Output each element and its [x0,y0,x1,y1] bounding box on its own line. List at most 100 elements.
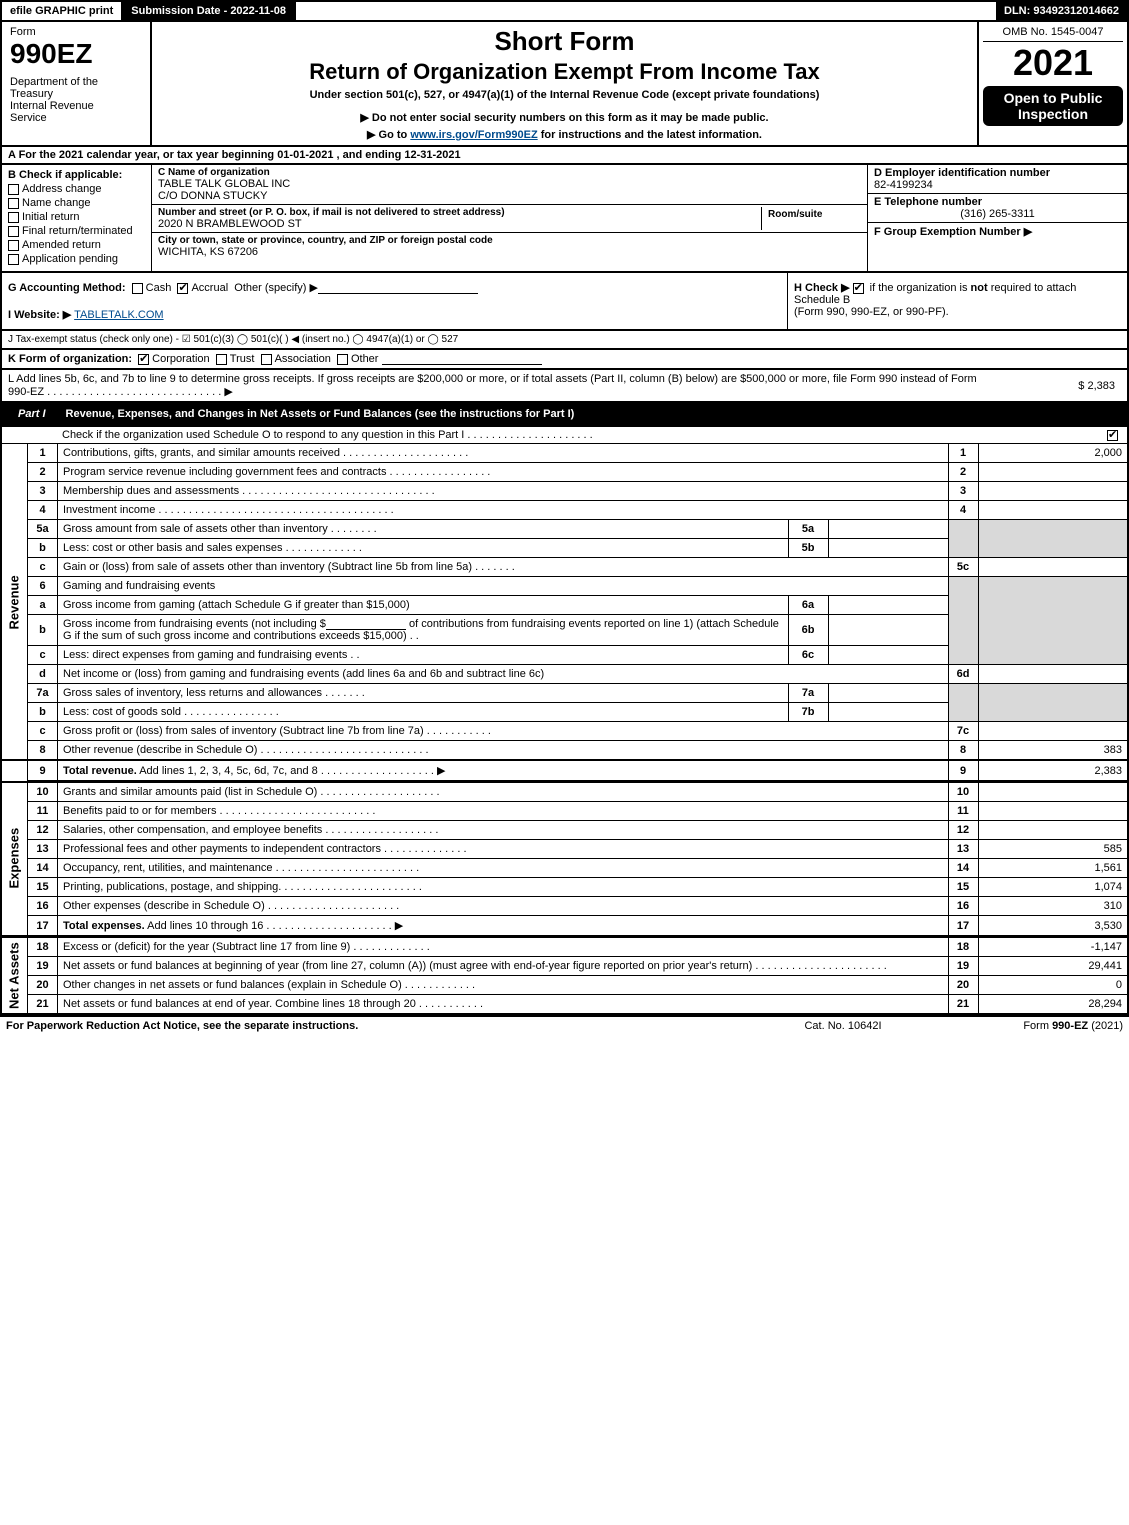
desc-12: Salaries, other compensation, and employ… [58,821,949,840]
amt-4 [978,501,1128,520]
tax-year: 2021 [983,42,1123,84]
box-13: 13 [948,840,978,859]
col-b-checkboxes: B Check if applicable: Address change Na… [2,165,152,271]
box-19: 19 [948,957,978,976]
ln-7b: b [28,703,58,722]
amt-20: 0 [978,976,1128,995]
cb-final-return[interactable]: Final return/terminated [8,225,145,237]
amt-18: -1,147 [978,937,1128,957]
ln-5c: c [28,558,58,577]
ln-9: 9 [28,760,58,781]
box-5c: 5c [948,558,978,577]
ln-6b: b [28,615,58,646]
cb-initial-return[interactable]: Initial return [8,211,145,223]
desc-15: Printing, publications, postage, and shi… [58,878,949,897]
footer-mid: Cat. No. 10642I [743,1020,943,1032]
ibox-6c: 6c [788,646,828,665]
tax-exempt-status: J Tax-exempt status (check only one) - ☑… [0,331,1129,350]
amt-10 [978,782,1128,802]
group-exemption-label: F Group Exemption Number ▶ [874,225,1121,238]
street-value: 2020 N BRAMBLEWOOD ST [158,218,761,230]
website-link[interactable]: TABLETALK.COM [74,309,163,321]
amt-16: 310 [978,897,1128,916]
desc-5c: Gain or (loss) from sale of assets other… [58,558,949,577]
title-short-form: Short Form [160,26,969,57]
desc-19: Net assets or fund balances at beginning… [58,957,949,976]
desc-11: Benefits paid to or for members . . . . … [58,802,949,821]
cb-schedule-o-used[interactable] [1107,430,1118,441]
cb-name-change[interactable]: Name change [8,197,145,209]
desc-1: Contributions, gifts, grants, and simila… [58,444,949,463]
box-7c: 7c [948,722,978,741]
side-revenue: Revenue [1,444,28,761]
desc-7b: Less: cost of goods sold . . . . . . . .… [58,703,789,722]
ln-7c: c [28,722,58,741]
ln-5b: b [28,539,58,558]
iamt-5a [828,520,948,539]
cb-application-pending[interactable]: Application pending [8,253,145,265]
phone-label: E Telephone number [874,196,1121,208]
desc-2: Program service revenue including govern… [58,463,949,482]
ln-13: 13 [28,840,58,859]
l-amount: $ 2,383 [1001,380,1121,392]
amt-12 [978,821,1128,840]
grey-7-amt [978,684,1128,722]
efile-print-link[interactable]: efile GRAPHIC print [2,2,123,20]
open-to-public: Open to Public Inspection [983,86,1123,126]
ln-3: 3 [28,482,58,501]
footer-right: Form 990-EZ (2021) [943,1020,1123,1032]
box-1: 1 [948,444,978,463]
desc-20: Other changes in net assets or fund bala… [58,976,949,995]
grey-5 [948,520,978,558]
desc-6c: Less: direct expenses from gaming and fu… [58,646,789,665]
cb-corporation[interactable] [138,354,149,365]
ln-8: 8 [28,741,58,761]
title-return: Return of Organization Exempt From Incom… [160,59,969,85]
cb-association[interactable] [261,354,272,365]
footer: For Paperwork Reduction Act Notice, see … [0,1015,1129,1035]
iamt-7a [828,684,948,703]
ibox-5a: 5a [788,520,828,539]
form-number: 990EZ [10,38,142,70]
ln-5a: 5a [28,520,58,539]
desc-9: Total revenue. Add lines 1, 2, 3, 4, 5c,… [58,760,949,781]
subtitle-section: Under section 501(c), 527, or 4947(a)(1)… [160,89,969,101]
box-17: 17 [948,916,978,936]
cb-trust[interactable] [216,354,227,365]
amt-13: 585 [978,840,1128,859]
ln-18: 18 [28,937,58,957]
ln-14: 14 [28,859,58,878]
iamt-6b [828,615,948,646]
accounting-method: G Accounting Method: Cash Accrual Other … [8,281,781,294]
dln: DLN: 93492312014662 [996,2,1127,20]
box-18: 18 [948,937,978,957]
h-text-3: (Form 990, 990-EZ, or 990-PF). [794,306,949,318]
cb-other[interactable] [337,354,348,365]
room-label: Room/suite [768,209,855,220]
gh-row: G Accounting Method: Cash Accrual Other … [0,273,1129,331]
irs-link[interactable]: www.irs.gov/Form990EZ [410,129,537,141]
org-co: C/O DONNA STUCKY [158,190,861,202]
desc-7a: Gross sales of inventory, less returns a… [58,684,789,703]
org-name-label: C Name of organization [158,167,861,178]
cb-address-change[interactable]: Address change [8,183,145,195]
cb-schedule-b-not-required[interactable] [853,283,864,294]
cb-amended-return[interactable]: Amended return [8,239,145,251]
iamt-7b [828,703,948,722]
ibox-7b: 7b [788,703,828,722]
box-3: 3 [948,482,978,501]
l-text: L Add lines 5b, 6c, and 7b to line 9 to … [8,373,1001,398]
ln-1: 1 [28,444,58,463]
ln-4: 4 [28,501,58,520]
revenue-table: Revenue 1 Contributions, gifts, grants, … [0,443,1129,781]
ibox-6a: 6a [788,596,828,615]
ln-20: 20 [28,976,58,995]
amt-19: 29,441 [978,957,1128,976]
footer-left: For Paperwork Reduction Act Notice, see … [6,1020,743,1032]
box-8: 8 [948,741,978,761]
l-gross-receipts: L Add lines 5b, 6c, and 7b to line 9 to … [0,370,1129,403]
cb-accrual[interactable] [177,283,188,294]
desc-14: Occupancy, rent, utilities, and maintena… [58,859,949,878]
part1-header: Part I Revenue, Expenses, and Changes in… [0,403,1129,427]
box-9: 9 [948,760,978,781]
